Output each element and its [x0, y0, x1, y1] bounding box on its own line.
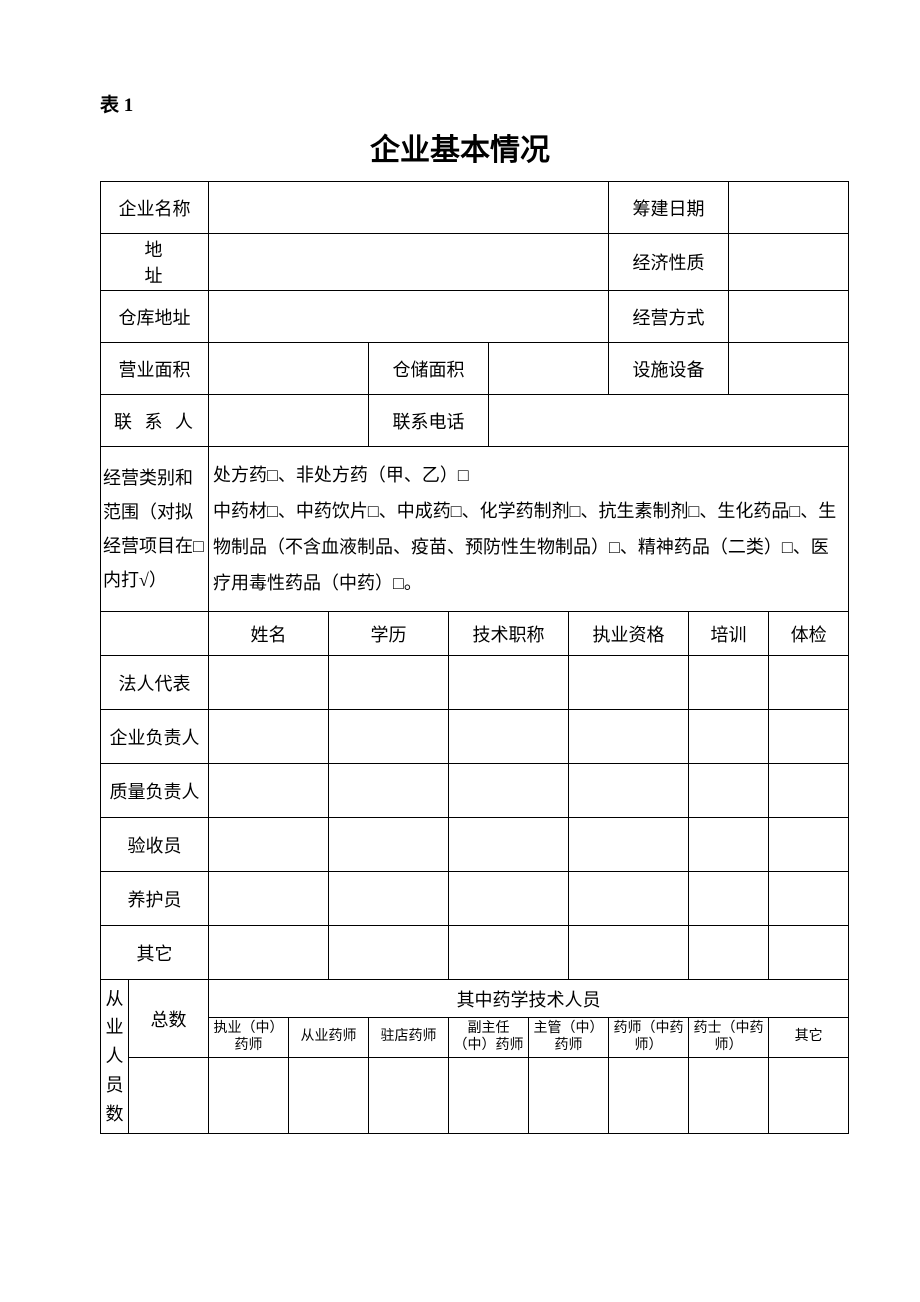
label-contact: 联 系 人	[101, 395, 209, 447]
cell	[689, 1058, 769, 1134]
col-exam: 体检	[769, 612, 849, 656]
scope-content: 处方药□、非处方药（甲、乙）□中药材□、中药饮片□、中成药□、化学药制剂□、抗生…	[209, 447, 849, 612]
value-company-name	[209, 182, 609, 234]
cell	[769, 764, 849, 818]
label-total: 总数	[129, 980, 209, 1058]
cell	[329, 656, 449, 710]
cell	[769, 656, 849, 710]
col-name: 姓名	[209, 612, 329, 656]
cell	[689, 818, 769, 872]
company-info-table: 企业名称 筹建日期 地 址 经济性质 仓库地址 经营方式 营业面积 仓储面积 设…	[100, 181, 849, 1134]
row-quality-head: 质量负责人	[101, 764, 209, 818]
label-tech-staff: 其中药学技术人员	[209, 980, 849, 1018]
label-biz-mode: 经营方式	[609, 291, 729, 343]
value-facilities	[729, 343, 849, 395]
cell	[689, 872, 769, 926]
cell	[329, 818, 449, 872]
col-supervisor: 主管（中）药师	[529, 1018, 609, 1058]
cell	[769, 926, 849, 980]
row-company-head: 企业负责人	[101, 710, 209, 764]
cell	[329, 926, 449, 980]
cell	[569, 656, 689, 710]
cell	[329, 710, 449, 764]
cell	[569, 710, 689, 764]
label-biz-area: 营业面积	[101, 343, 209, 395]
cell	[689, 656, 769, 710]
col-title: 技术职称	[449, 612, 569, 656]
col-resident: 驻店药师	[369, 1018, 449, 1058]
value-phone	[489, 395, 849, 447]
cell	[569, 926, 689, 980]
col-pharmacist: 药师（中药师）	[609, 1018, 689, 1058]
cell	[209, 818, 329, 872]
label-company-name: 企业名称	[101, 182, 209, 234]
cell	[569, 872, 689, 926]
label-facilities: 设施设备	[609, 343, 729, 395]
cell	[689, 710, 769, 764]
row-maintainer: 养护员	[101, 872, 209, 926]
cell	[449, 656, 569, 710]
label-phone: 联系电话	[369, 395, 489, 447]
cell	[209, 656, 329, 710]
cell	[449, 1058, 529, 1134]
cell	[449, 926, 569, 980]
label-econ-type: 经济性质	[609, 234, 729, 291]
col-qual: 执业资格	[569, 612, 689, 656]
cell	[209, 872, 329, 926]
col-edu: 学历	[329, 612, 449, 656]
cell	[689, 926, 769, 980]
value-build-date	[729, 182, 849, 234]
col-assistant: 药士（中药师）	[689, 1018, 769, 1058]
label-storage-area: 仓储面积	[369, 343, 489, 395]
label-scope: 经营类别和范围（对拟经营项目在□内打√）	[101, 447, 209, 612]
value-warehouse	[209, 291, 609, 343]
cell	[689, 764, 769, 818]
cell	[369, 1058, 449, 1134]
cell	[609, 1058, 689, 1134]
value-contact	[209, 395, 369, 447]
cell	[449, 764, 569, 818]
col-other2: 其它	[769, 1018, 849, 1058]
cell	[769, 818, 849, 872]
cell	[449, 818, 569, 872]
table-number: 表 1	[100, 90, 820, 117]
label-warehouse: 仓库地址	[101, 291, 209, 343]
label-address: 地 址	[101, 234, 209, 291]
cell	[209, 764, 329, 818]
cell	[769, 710, 849, 764]
cell	[769, 872, 849, 926]
col-licensed: 执业（中）药师	[209, 1018, 289, 1058]
personnel-empty	[101, 612, 209, 656]
cell	[449, 872, 569, 926]
cell	[769, 1058, 849, 1134]
cell	[329, 764, 449, 818]
cell	[329, 872, 449, 926]
col-deputy-chief: 副主任（中）药师	[449, 1018, 529, 1058]
col-train: 培训	[689, 612, 769, 656]
cell	[209, 1058, 289, 1134]
cell	[289, 1058, 369, 1134]
cell	[449, 710, 569, 764]
value-storage-area	[489, 343, 609, 395]
value-address	[209, 234, 609, 291]
value-econ-type	[729, 234, 849, 291]
row-legal-rep: 法人代表	[101, 656, 209, 710]
page-title: 企业基本情况	[100, 125, 820, 169]
value-biz-area	[209, 343, 369, 395]
label-staff-count: 从业人员数	[101, 980, 129, 1134]
cell	[209, 710, 329, 764]
col-practicing: 从业药师	[289, 1018, 369, 1058]
cell	[209, 926, 329, 980]
value-biz-mode	[729, 291, 849, 343]
cell	[569, 818, 689, 872]
label-build-date: 筹建日期	[609, 182, 729, 234]
row-other: 其它	[101, 926, 209, 980]
row-inspector: 验收员	[101, 818, 209, 872]
cell	[569, 764, 689, 818]
cell	[529, 1058, 609, 1134]
cell	[129, 1058, 209, 1134]
